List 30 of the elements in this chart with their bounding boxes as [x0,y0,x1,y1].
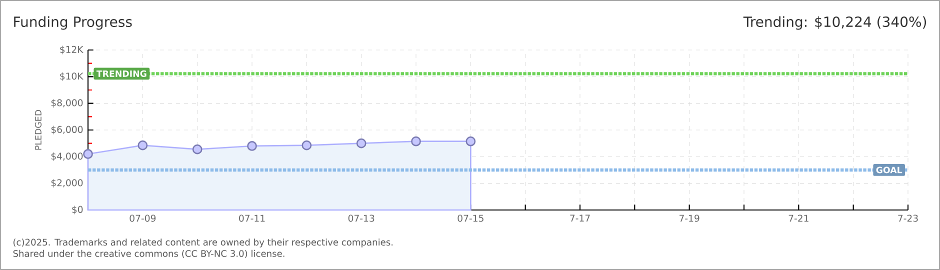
y-tick-label: $2,000 [51,179,83,188]
x-tick-label: 07-11 [239,214,265,222]
y-tick-label: $10K [60,72,84,81]
y-tick-label: $6,000 [51,126,83,134]
x-tick-label: 07-09 [130,214,156,222]
ref-line-label: TRENDING [96,70,146,77]
x-tick-label: 7-23 [898,214,918,222]
y-tick-label: $12K [60,46,84,54]
point [356,138,366,148]
point [192,144,202,154]
x-tick-label: 07-15 [458,214,484,222]
text: (c)2025. Trademarks and related content are owned by their respective companies. [14,238,393,248]
y-tick-label: $0 [72,206,83,214]
chart-subtitle: Trending: $10,224 (340%) [743,16,926,30]
x-tick-label: 07-13 [348,214,374,222]
point [138,140,148,150]
point [302,140,312,150]
y-axis-title: PLEDGED [34,110,42,150]
point [247,141,257,151]
x-tick-label: 7-17 [570,214,590,222]
ref-line-label: GOAL [876,166,902,174]
point [83,149,93,159]
point [466,136,476,146]
chart-title: Funding Progress [14,16,132,30]
text: Shared under the creative commons (CC BY-NC 3.0) license. [13,250,284,258]
point [411,136,421,146]
x-tick-label: 7-21 [788,214,808,222]
y-tick-label: $8,000 [51,99,83,108]
y-tick-label: $4,000 [51,152,83,161]
x-tick-label: 7-19 [680,214,700,222]
